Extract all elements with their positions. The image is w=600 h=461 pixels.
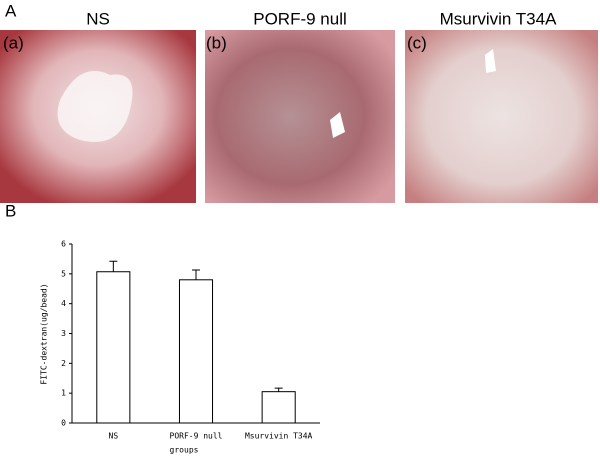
x-axis-label: groups xyxy=(170,446,199,455)
y-tick-label: 3 xyxy=(61,329,66,338)
photo-label: (c) xyxy=(407,33,427,52)
y-tick-label: 5 xyxy=(61,269,66,278)
bar xyxy=(178,279,214,424)
photo xyxy=(405,30,598,203)
photo xyxy=(205,30,395,203)
photo-label: (b) xyxy=(206,33,227,52)
y-tick-label: 2 xyxy=(61,359,66,368)
panel-label: B xyxy=(5,201,16,220)
y-tick-label: 1 xyxy=(61,389,66,398)
y-tick-label: 0 xyxy=(61,419,66,428)
photo-detail xyxy=(485,49,496,73)
x-tick-label: Msurvivin T34A xyxy=(245,432,313,441)
error-bar xyxy=(192,269,200,280)
photo-label: (a) xyxy=(3,33,24,52)
x-tick-label: NS xyxy=(109,432,119,441)
photo-detail xyxy=(330,112,345,138)
y-axis-label: FITC-dextran(ug/bead) xyxy=(40,283,49,384)
photo-detail xyxy=(57,70,133,142)
y-tick-label: 4 xyxy=(61,299,66,308)
photo-title: PORF-9 null xyxy=(253,9,347,28)
panel-label: A xyxy=(5,1,17,20)
photo-title: NS xyxy=(86,9,110,28)
y-tick-label: 6 xyxy=(61,240,66,249)
photo-title: Msurvivin T34A xyxy=(440,9,557,28)
bar xyxy=(261,391,296,424)
bar xyxy=(96,271,131,424)
error-bar xyxy=(109,260,118,272)
x-tick-label: PORF-9 null xyxy=(170,432,223,441)
error-bar xyxy=(274,387,283,392)
